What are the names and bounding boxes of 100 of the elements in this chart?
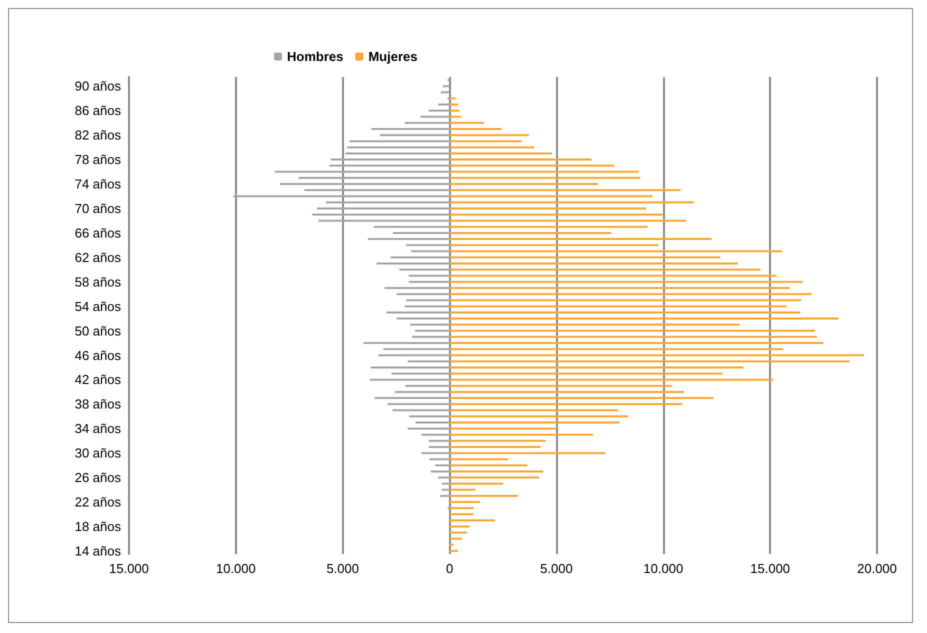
y-tick-label: 62 años — [74, 250, 122, 265]
bar — [450, 116, 461, 118]
bar — [442, 482, 450, 485]
bar — [450, 550, 458, 552]
bar — [450, 244, 658, 246]
bar — [450, 501, 480, 504]
bar — [312, 214, 450, 216]
bar — [450, 268, 760, 271]
y-tick-label: 66 años — [74, 225, 122, 240]
bar — [442, 85, 450, 88]
bar — [450, 140, 522, 142]
bar — [450, 458, 508, 460]
bar — [438, 476, 450, 479]
bar — [380, 134, 450, 136]
bar — [428, 446, 450, 448]
bar — [450, 525, 470, 528]
bar — [450, 519, 495, 522]
bar — [450, 366, 744, 368]
bar — [450, 403, 682, 406]
x-tick-label: 20.000 — [857, 561, 897, 576]
bar — [280, 183, 450, 186]
bar — [450, 476, 540, 479]
bar — [450, 397, 714, 400]
bar — [450, 452, 606, 454]
x-tick-label: 5.000 — [540, 561, 573, 576]
bar — [450, 482, 504, 485]
bar — [450, 464, 528, 466]
y-tick-label: 70 años — [74, 200, 122, 216]
bar — [412, 336, 450, 338]
x-tick-label: 15.000 — [109, 561, 149, 576]
bar — [374, 226, 450, 228]
bar — [450, 195, 652, 198]
bar — [450, 488, 476, 491]
bar — [429, 458, 450, 460]
bar — [450, 494, 518, 497]
bar — [404, 305, 450, 308]
legend-label: Hombres — [287, 49, 344, 64]
bar — [450, 342, 824, 344]
bar — [450, 299, 802, 302]
bar — [450, 280, 803, 283]
y-tick-label: 78 años — [74, 152, 122, 168]
bar — [392, 409, 450, 412]
bar — [450, 226, 648, 228]
y-tick-label: 22 años — [74, 494, 122, 510]
bar — [394, 390, 450, 393]
bar — [326, 201, 450, 204]
y-tick-label: 34 años — [74, 421, 122, 436]
bar — [450, 378, 774, 381]
bar — [391, 372, 450, 375]
bar — [350, 140, 450, 142]
legend-label: Mujeres — [368, 49, 418, 64]
bar — [450, 250, 782, 252]
bar — [415, 330, 450, 332]
bar — [450, 176, 640, 179]
bar — [450, 311, 800, 314]
y-tick-label: 54 años — [74, 298, 122, 314]
bar — [318, 220, 450, 222]
bar — [438, 104, 450, 106]
y-tick-label: 58 años — [74, 274, 122, 290]
bar — [450, 104, 458, 106]
bar — [408, 428, 450, 430]
bar — [384, 348, 450, 350]
y-tick-label: 18 años — [74, 518, 122, 534]
bar — [450, 372, 722, 375]
bar — [450, 513, 474, 516]
y-tick-label: 38 años — [74, 396, 122, 412]
bar — [450, 207, 646, 210]
bar — [450, 324, 740, 326]
bar — [376, 262, 450, 265]
bar — [450, 164, 614, 167]
bar — [363, 342, 450, 344]
bar — [347, 146, 450, 148]
bar — [374, 397, 450, 400]
bar — [330, 158, 450, 161]
bar — [440, 494, 450, 497]
bar — [450, 544, 454, 546]
bar — [450, 293, 812, 296]
bar — [450, 158, 592, 161]
bar — [450, 434, 593, 436]
bar — [408, 360, 450, 362]
y-tick-label: 82 años — [74, 128, 122, 143]
bar — [388, 403, 450, 406]
bar — [442, 488, 450, 491]
bar — [370, 366, 450, 368]
bar — [450, 440, 546, 442]
y-tick-label: 46 años — [74, 348, 122, 363]
bar — [435, 464, 450, 466]
bar — [450, 262, 738, 265]
bar — [386, 311, 450, 314]
bar — [390, 256, 450, 258]
bar — [396, 318, 450, 320]
bar — [450, 183, 598, 186]
y-tick-label: 14 años — [74, 543, 122, 558]
bar — [450, 170, 639, 173]
bar — [428, 440, 450, 442]
bar — [450, 330, 816, 332]
bar — [345, 152, 450, 154]
bar — [450, 538, 462, 540]
bar — [450, 428, 557, 430]
bar — [447, 97, 450, 100]
